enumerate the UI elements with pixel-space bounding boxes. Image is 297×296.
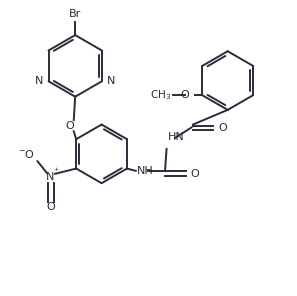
Text: $^{-}$O: $^{-}$O [18, 148, 35, 160]
Text: HN: HN [168, 132, 185, 142]
Text: O: O [190, 169, 199, 179]
Text: N: N [35, 76, 43, 86]
Text: NH: NH [137, 166, 154, 176]
Text: N: N [46, 172, 54, 182]
Text: O: O [65, 121, 74, 131]
Text: O: O [46, 202, 55, 212]
Text: Br: Br [69, 9, 81, 19]
Text: O: O [180, 90, 189, 100]
Text: O: O [218, 123, 227, 133]
Text: CH$_3$: CH$_3$ [150, 88, 171, 102]
Text: N: N [107, 76, 116, 86]
Text: $^{+}$: $^{+}$ [53, 166, 59, 175]
